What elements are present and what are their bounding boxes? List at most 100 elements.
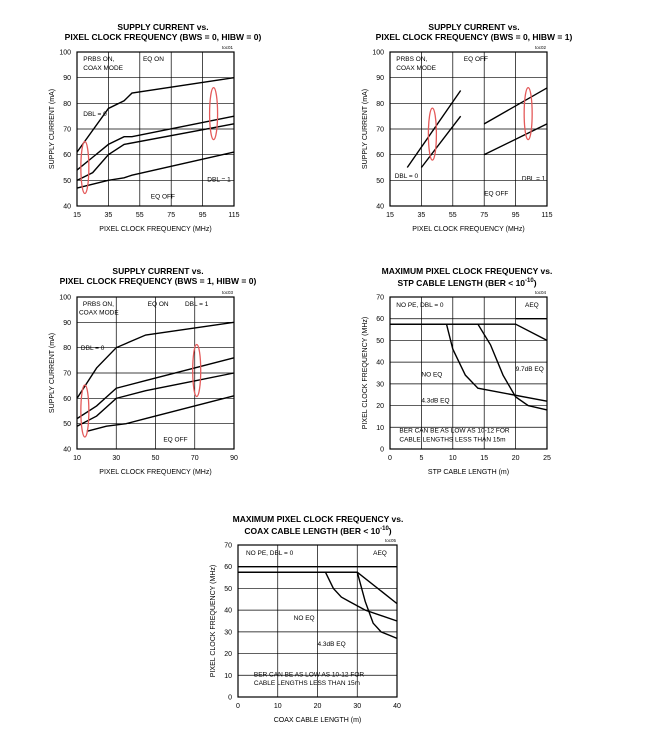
title-tail: ) — [388, 525, 392, 536]
annotation-label: BER CAN BE AS LOW AS 10-12 FOR — [399, 428, 509, 435]
figure-code: toc04 — [535, 290, 547, 295]
chart-title-line1: SUPPLY CURRENT vs. — [428, 22, 520, 32]
annotation-label: 9.7dB EQ — [516, 366, 544, 373]
x-axis-label: PIXEL CLOCK FREQUENCY (MHz) — [99, 226, 211, 233]
annotation-label: NO EQ — [294, 615, 315, 622]
x-axis-label: PIXEL CLOCK FREQUENCY (MHz) — [99, 469, 211, 476]
highlight-ellipse — [427, 107, 438, 161]
x-tick-label: 35 — [418, 212, 426, 219]
series-line — [76, 372, 235, 427]
y-tick-label: 90 — [63, 75, 71, 82]
annotation-label: NO PE, DBL = 0 — [246, 550, 294, 557]
annotation-label: DBL = 1 — [185, 301, 209, 308]
x-tick-label: 15 — [73, 212, 81, 219]
x-tick-label: 115 — [541, 212, 552, 219]
x-tick-label: 10 — [274, 703, 282, 710]
x-tick-label: 30 — [353, 703, 361, 710]
x-tick-label: 25 — [543, 455, 551, 462]
y-tick-label: 10 — [376, 425, 384, 432]
series-line — [406, 90, 462, 168]
annotation-label: EQ OFF — [151, 193, 175, 200]
y-tick-label: 70 — [63, 127, 71, 134]
y-axis-label: SUPPLY CURRENT (mA) — [49, 333, 56, 413]
annotation-label: COAX MODE — [396, 65, 436, 72]
chart-title: MAXIMUM PIXEL CLOCK FREQUENCY vs. STP CA… — [382, 266, 553, 288]
annotation-label: BER CAN BE AS LOW AS 10-12 FOR — [254, 671, 364, 678]
y-tick-label: 0 — [228, 695, 232, 702]
chart-title: SUPPLY CURRENT vs. PIXEL CLOCK FREQUENCY… — [376, 22, 573, 42]
chart-title-line1: SUPPLY CURRENT vs. — [117, 22, 209, 32]
series-line — [76, 76, 235, 153]
x-tick-label: 90 — [230, 455, 238, 462]
series-line — [86, 395, 235, 432]
y-tick-label: 10 — [224, 673, 232, 680]
x-tick-label: 30 — [112, 455, 120, 462]
y-tick-label: 70 — [63, 371, 71, 378]
series-line — [420, 115, 462, 168]
y-tick-label: 50 — [224, 586, 232, 593]
highlight-ellipse — [192, 343, 202, 398]
y-tick-label: 80 — [63, 345, 71, 352]
annotation-label: DBL = 0 — [81, 345, 105, 352]
series-line — [76, 123, 235, 181]
chart-title: SUPPLY CURRENT vs. PIXEL CLOCK FREQUENCY… — [65, 22, 262, 42]
x-tick-label: 0 — [236, 703, 240, 710]
y-tick-label: 40 — [376, 204, 384, 211]
y-tick-label: 60 — [376, 152, 384, 159]
title-exponent: -10 — [525, 278, 534, 284]
x-tick-label: 95 — [512, 212, 520, 219]
x-tick-label: 95 — [199, 212, 207, 219]
plot-frame — [76, 51, 235, 207]
y-tick-label: 80 — [63, 101, 71, 108]
x-axis-label: STP CABLE LENGTH (m) — [428, 469, 509, 476]
annotation-label: DBL = 0 — [395, 173, 419, 180]
annotation-label: EQ ON — [148, 301, 169, 308]
annotation-label: PRBS ON, — [83, 301, 114, 308]
chart-title-line1: MAXIMUM PIXEL CLOCK FREQUENCY vs. — [381, 266, 553, 276]
annotation-label: AEQ — [525, 302, 539, 309]
y-tick-label: 20 — [376, 403, 384, 410]
series-line — [76, 115, 235, 171]
x-tick-label: 15 — [480, 455, 488, 462]
y-tick-label: 50 — [376, 338, 384, 345]
annotation-label: EQ ON — [143, 56, 164, 63]
chart-title-line1: SUPPLY CURRENT vs. — [112, 266, 204, 276]
y-tick-label: 100 — [59, 295, 71, 302]
y-tick-label: 70 — [376, 127, 384, 134]
x-tick-label: 40 — [393, 703, 401, 710]
annotation-label: NO EQ — [421, 371, 442, 378]
y-tick-label: 100 — [372, 50, 384, 57]
chart-title-line2: PIXEL CLOCK FREQUENCY (BWS = 0, HIBW = 1… — [375, 32, 573, 42]
series-line — [76, 151, 235, 189]
x-tick-label: 15 — [386, 212, 394, 219]
y-tick-label: 90 — [376, 75, 384, 82]
annotation-label: DBL = 1 — [522, 175, 546, 182]
chart-title-line2: PIXEL CLOCK FREQUENCY (BWS = 1, HIBW = 0… — [59, 276, 257, 286]
highlight-ellipse — [80, 140, 90, 195]
annotation-label: EQ OFF — [484, 191, 508, 198]
annotation-label: COAX MODE — [83, 65, 123, 72]
annotation-label: CABLE LENGTHS LESS THAN 15m — [254, 680, 360, 687]
y-tick-label: 0 — [380, 447, 384, 454]
x-tick-label: 55 — [449, 212, 457, 219]
y-tick-label: 50 — [63, 421, 71, 428]
chart-title: SUPPLY CURRENT vs. PIXEL CLOCK FREQUENCY… — [60, 266, 257, 286]
series-line — [76, 357, 235, 420]
series-line — [483, 123, 548, 156]
y-tick-label: 100 — [59, 50, 71, 57]
plot-frame — [389, 51, 548, 207]
x-tick-label: 5 — [419, 455, 423, 462]
annotation-label: DBL = 0 — [83, 111, 107, 118]
chart-title: MAXIMUM PIXEL CLOCK FREQUENCY vs. COAX C… — [233, 514, 404, 536]
y-tick-label: 60 — [63, 396, 71, 403]
x-axis-label: PIXEL CLOCK FREQUENCY (MHz) — [412, 226, 524, 233]
x-tick-label: 70 — [191, 455, 199, 462]
figure-code: toc03 — [222, 290, 234, 295]
x-tick-label: 75 — [480, 212, 488, 219]
figure-code: toc02 — [535, 45, 547, 50]
x-tick-label: 55 — [136, 212, 144, 219]
y-tick-label: 90 — [63, 320, 71, 327]
x-tick-label: 75 — [167, 212, 175, 219]
annotation-label: PRBS ON, — [83, 56, 114, 63]
